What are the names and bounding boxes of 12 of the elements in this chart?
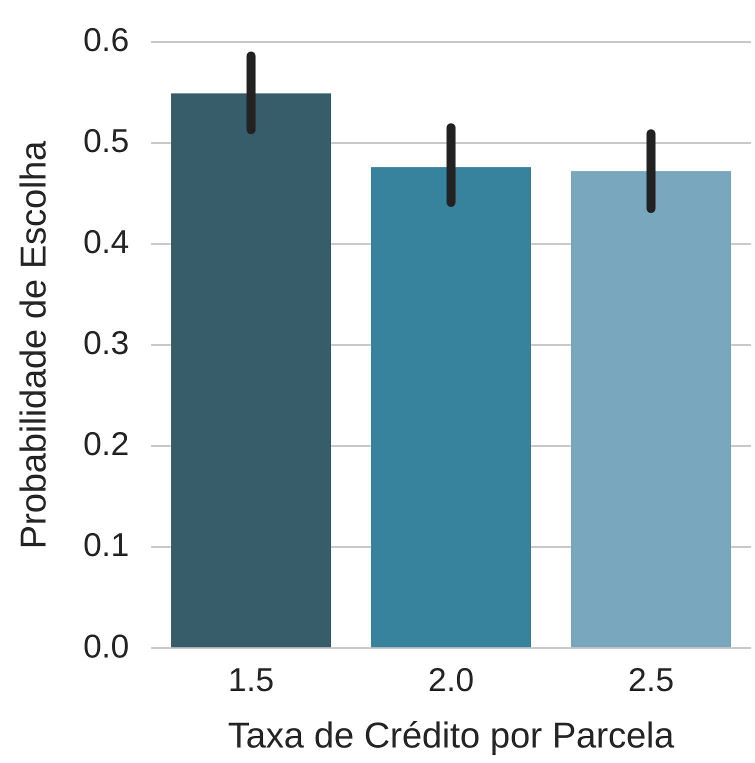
y-tick-label: 0.4 (83, 223, 130, 260)
y-tick-label: 0.2 (83, 425, 130, 462)
y-tick-label: 0.5 (83, 122, 130, 159)
x-tick-label: 1.5 (228, 661, 274, 698)
x-tick-label: 2.5 (628, 661, 674, 698)
x-axis-title: Taxa de Crédito por Parcela (228, 714, 676, 756)
y-tick-label: 0.1 (83, 526, 130, 564)
x-tick-label: 2.0 (428, 661, 474, 698)
y-axis-title: Probabilidade de Escolha (12, 140, 54, 550)
y-tick-label: 0.3 (83, 324, 130, 362)
y-tick-label: 0.6 (83, 20, 130, 58)
y-tick-label: 0.0 (83, 627, 130, 664)
